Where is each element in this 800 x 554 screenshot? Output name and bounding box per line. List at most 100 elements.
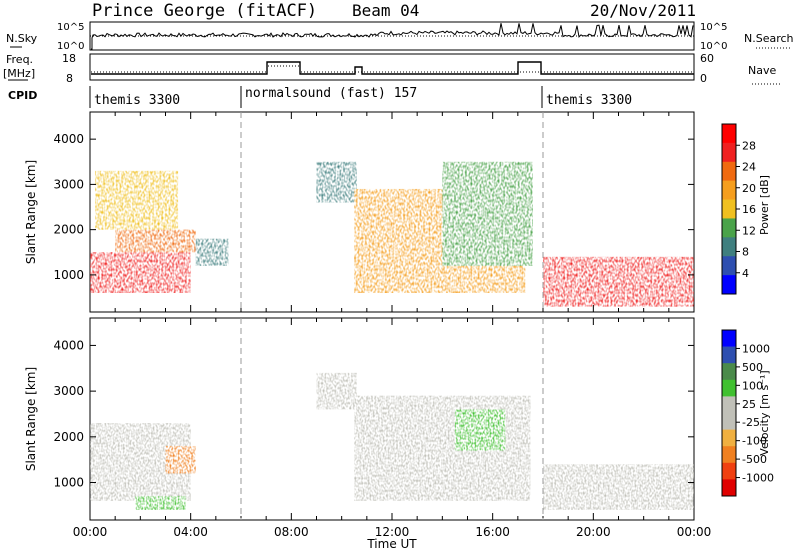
x-tick-label: 00:00: [677, 525, 712, 539]
colorbar-cell: [722, 363, 736, 381]
nave-tick-hi: 60: [700, 52, 714, 65]
power-panel: 1000 2000 3000 4000 Slant Range [km]: [24, 111, 695, 313]
velocity-cbar-tick-label: -100: [742, 435, 767, 448]
station-title: Prince George (fitACF): [92, 1, 317, 21]
y-tick-label: 1000: [53, 476, 84, 490]
colorbar-cell: [722, 142, 736, 163]
nsearch-label: N.Search: [744, 32, 794, 45]
y-tick-label: 1000: [53, 268, 84, 282]
colorbar-cell: [722, 124, 736, 144]
velocity-colorbar: 1000 500 100 25 -25 -100 -500 -1000: [721, 329, 774, 497]
colorbar-cell: [722, 479, 736, 497]
velocity-cbar-tick-label: -1000: [742, 472, 774, 485]
colorbar-cell: [722, 161, 736, 181]
scatter-region-4: [316, 161, 357, 203]
nave-trace: [91, 65, 694, 73]
x-tick-label: 16:00: [475, 525, 510, 539]
x-tick-label: 12:00: [375, 525, 410, 539]
x-tick-label: 20:00: [576, 525, 611, 539]
velocity-panel: 1000 2000 3000 4000 Slant Range [km]: [24, 317, 695, 521]
scatter-region-1: [165, 445, 196, 474]
power-cbar-tick-label: 12: [742, 224, 756, 237]
cpid-segment-1: themis 3300: [94, 93, 180, 108]
date-label: 20/Nov/2011: [590, 1, 696, 20]
scatter-region-1: [115, 229, 196, 253]
scatter-region-7: [543, 256, 694, 307]
cpid-bar: CPID themis 3300 normalsound (fast) 157 …: [8, 86, 632, 108]
scatter-region-5: [454, 409, 506, 451]
nave-tick-lo: 0: [700, 72, 707, 85]
nsky-trace: [91, 23, 694, 50]
velocity-cbar-label: Velocity [m s⁻¹]: [758, 370, 771, 455]
colorbar-cell: [722, 330, 736, 347]
velocity-cbar-tick-label: 500: [742, 361, 763, 374]
colorbar-cell: [722, 199, 736, 219]
scatter-region-0: [90, 252, 191, 293]
scatter-region-6: [442, 161, 533, 266]
nsky-panel: N.Sky 10^5 10^0 10^5 10^0 N.Search: [6, 21, 794, 52]
power-axes: 1000 2000 3000 4000: [53, 112, 695, 312]
y-tick-label: 2000: [53, 430, 84, 444]
x-axis-ticks: 00:00 04:00 08:00 12:00 16:00 20:00 00:00: [73, 525, 712, 539]
colorbar-cell: [722, 275, 736, 295]
power-colorbar: 4 8 12 16 20 24 28: [721, 123, 756, 295]
colorbar-cell: [722, 379, 736, 397]
scatter-region-6: [543, 464, 694, 510]
velocity-axes: 1000 2000 3000 4000: [53, 318, 695, 520]
freq-panel: Freq. [MHz] 18 8 60 0 Nave: [3, 52, 780, 85]
scatter-region-3: [195, 238, 229, 266]
x-tick-label: 00:00: [73, 525, 108, 539]
freq-unit: [MHz]: [3, 67, 35, 80]
nave-label: Nave: [748, 64, 776, 77]
colorbar-cell: [722, 446, 736, 464]
y-tick-label: 4000: [53, 338, 84, 352]
cpid-segment-3: themis 3300: [546, 93, 632, 108]
colorbar-cell: [722, 429, 736, 447]
nsky-label: N.Sky: [6, 32, 38, 45]
velocity-ylabel: Slant Range [km]: [24, 367, 38, 471]
colorbar-cell: [722, 180, 736, 200]
colorbar-cell: [722, 346, 736, 364]
freq-trace: [91, 61, 694, 75]
nsky-tick-lo: 10^0: [57, 41, 84, 52]
power-cbar-tick-label: 24: [742, 161, 756, 174]
power-cbar-tick-label: 4: [742, 267, 749, 280]
x-axis-label: Time UT: [366, 537, 417, 551]
freq-label: Freq.: [6, 53, 33, 66]
beam-label: Beam 04: [352, 1, 419, 20]
velocity-data: [90, 372, 694, 510]
velocity-cbar-tick-label: -500: [742, 453, 767, 466]
velocity-cbar-tick-label: -25: [742, 416, 760, 429]
y-tick-label: 2000: [53, 223, 84, 237]
power-ylabel: Slant Range [km]: [24, 160, 38, 264]
colorbar-cell: [722, 256, 736, 276]
x-tick-label: 08:00: [274, 525, 309, 539]
colorbar-cell: [722, 237, 736, 257]
freq-tick-hi: 18: [62, 52, 76, 65]
velocity-cbar-tick-label: 1000: [742, 342, 770, 355]
cpid-segment-2: normalsound (fast) 157: [245, 86, 417, 101]
power-cbar-tick-label: 28: [742, 139, 756, 152]
x-tick-label: 04:00: [173, 525, 208, 539]
scatter-region-2: [95, 170, 179, 230]
freq-tick-lo: 8: [66, 72, 73, 85]
power-cbar-tick-label: 20: [742, 182, 756, 195]
scatter-region-3: [316, 372, 357, 410]
power-cbar-tick-label: 8: [742, 246, 749, 259]
y-tick-label: 4000: [53, 132, 84, 146]
power-cbar-tick-label: 16: [742, 203, 756, 216]
velocity-cbar-tick-label: 100: [742, 379, 763, 392]
cpid-label: CPID: [8, 89, 37, 102]
colorbar-cell: [722, 413, 736, 430]
power-cbar-label: Power [dB]: [758, 175, 771, 235]
colorbar-frame: [721, 329, 737, 497]
colorbar-cell: [722, 462, 736, 480]
colorbar-cell: [722, 396, 736, 414]
power-data: [90, 161, 694, 307]
nsearch-tick-lo: 10^0: [700, 41, 727, 52]
y-tick-label: 3000: [53, 384, 84, 398]
colorbar-cell: [722, 218, 736, 238]
y-tick-label: 3000: [53, 177, 84, 191]
nsky-tick-hi: 10^5: [57, 22, 84, 33]
